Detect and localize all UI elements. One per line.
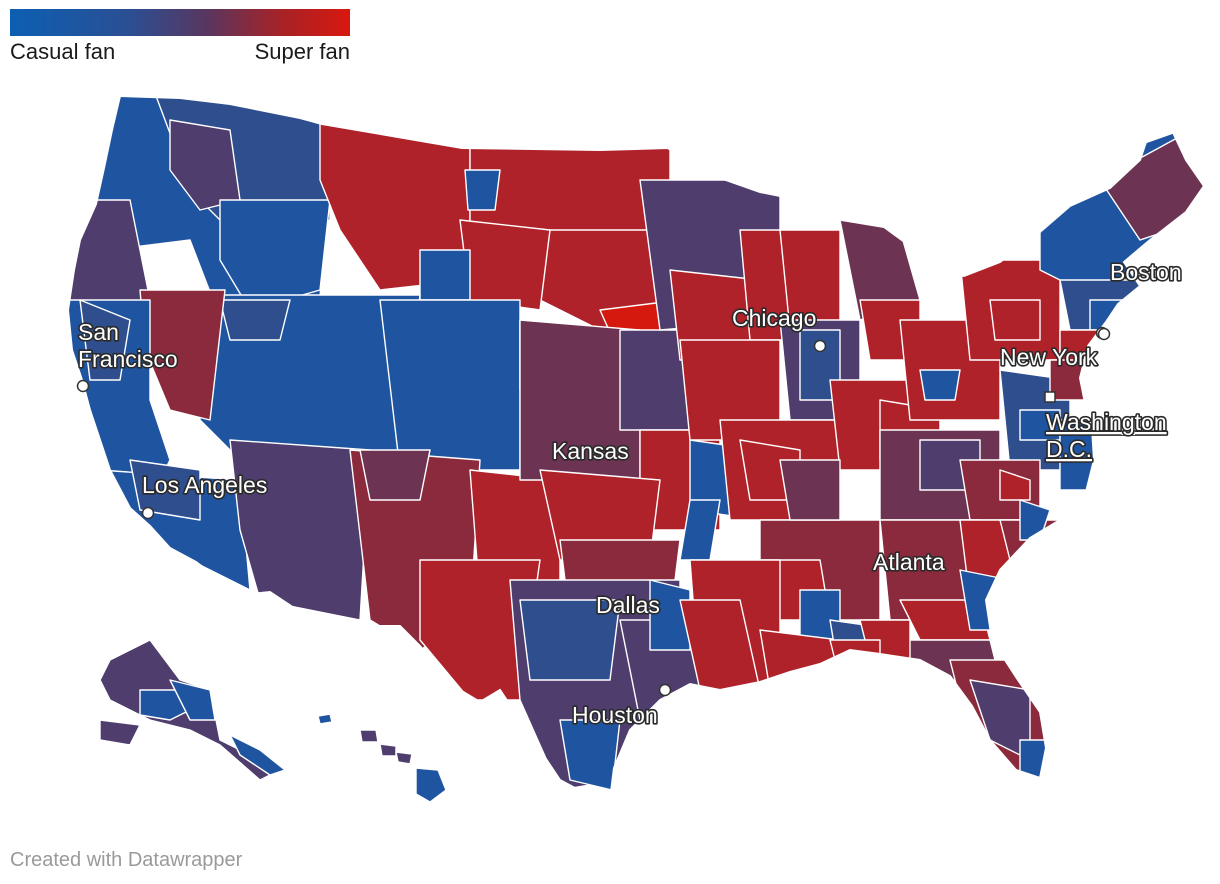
legend-max-label: Super fan [254,39,350,64]
city-marker-dot [658,683,672,697]
city-label-text: D.C. [1046,436,1092,462]
city-label-text: Francisco [78,346,178,372]
map-region [989,299,1041,341]
alaska-region [99,719,141,746]
city-label-text: New York [1000,344,1098,370]
hawaii-region [415,767,447,803]
map-region [419,249,471,301]
map-region [779,459,841,521]
city-boston: Boston [1097,257,1183,341]
hawaii-regions [317,713,447,803]
color-legend: Casual fan Super fan [10,9,350,64]
city-label-text: Washington [1046,409,1167,435]
map-region [519,599,621,681]
city-kansas: Kansas [550,436,630,465]
city-marker-dot [1097,327,1111,341]
map-region [79,299,131,381]
map-region [999,469,1031,501]
city-label-text: Boston [1110,259,1182,285]
city-label-text: San [78,319,119,345]
hawaii-region [359,729,379,743]
alaska-region [229,734,286,776]
legend-gradient-bar [10,9,350,36]
city-label-text: Los Angeles [142,472,267,498]
legend-min-label: Casual fan [10,39,116,64]
city-atlanta: Atlanta [871,547,946,576]
city-label-text: Dallas [596,592,660,618]
city-label-text: Houston [572,702,658,728]
alaska-region [169,679,216,721]
map-region [919,369,961,401]
hawaii-region [317,713,333,725]
map-region [359,449,431,501]
map-region [459,219,551,311]
city-dallas: Dallas [594,590,661,619]
alaska-regions [99,639,286,781]
city-los-angeles: Los Angeles [140,470,269,520]
city-label-text: Chicago [732,305,816,331]
city-label-text: Kansas [552,438,629,464]
map-region [219,299,291,341]
map-region [464,169,501,211]
city-marker-dot [813,339,827,353]
map-region [829,639,881,681]
city-houston: Houston [570,683,672,730]
map-region [649,579,691,651]
map-region [229,439,371,621]
capital-marker-square [1044,391,1056,403]
city-chicago: Chicago [730,303,827,353]
hawaii-region [379,743,397,757]
credit-text: Created with Datawrapper [10,849,243,871]
map-region [129,459,201,521]
city-label-text: Atlanta [873,549,945,575]
map-region [379,299,521,471]
city-new-york: New York [998,326,1109,372]
city-marker-dot [76,379,90,393]
lower48-regions [68,96,1204,791]
city-marker-dot [141,506,155,520]
hawaii-region [395,751,413,765]
